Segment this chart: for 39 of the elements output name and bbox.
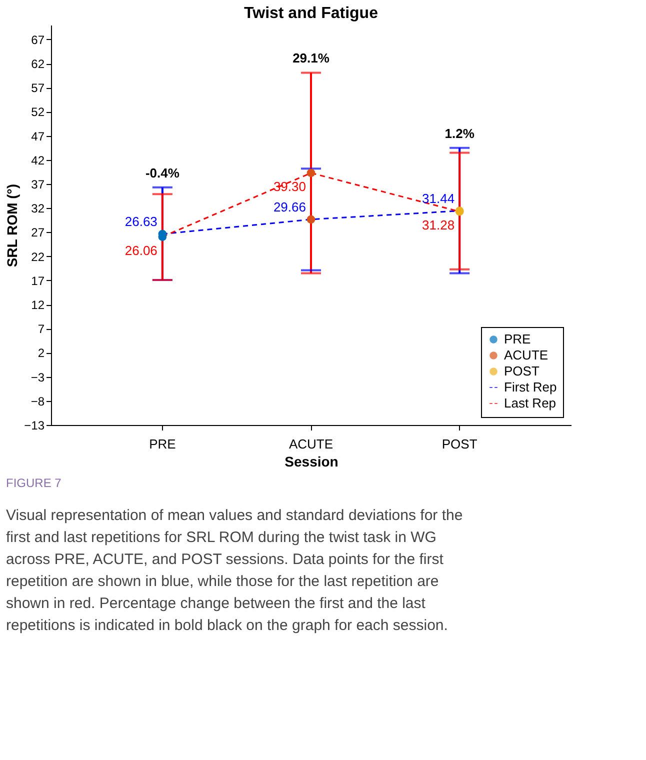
y-tick-label: −13 xyxy=(24,418,45,432)
text: Visual representation of mean values and standard deviations for the first and last repetitions for SRL ROM during the twist task in WG across PRE, ACUTE, and POST sessions. Data points for the first repetition are shown in blue, while those for the last repetition are shown in red. Percentage change between the first and the last repetitions is indicated in bold black on the graph for each session. xyxy=(6,507,463,634)
x-tick-label: POST xyxy=(442,436,478,452)
x-axis-title: Session xyxy=(284,454,338,470)
x-tick-label: ACUTE xyxy=(288,436,334,452)
y-tick-label: 22 xyxy=(31,250,45,264)
data-label: 26.06 xyxy=(124,242,158,258)
annotation: -0.4% xyxy=(145,165,180,180)
legend-label: First Rep xyxy=(504,380,557,394)
data-label: 31.44 xyxy=(422,190,455,206)
y-tick-label: 67 xyxy=(31,32,45,47)
legend-label: POST xyxy=(504,364,540,378)
x-tick-label: PRE xyxy=(149,436,176,452)
y-tick-label: 57 xyxy=(31,81,45,96)
y-axis-title: SRL ROM (°) xyxy=(4,184,20,268)
chart-title: Twist and Fatigue xyxy=(244,5,378,22)
data-label: 26.63 xyxy=(124,214,158,230)
y-tick-label: 62 xyxy=(31,57,45,72)
data-label: 29.66 xyxy=(273,199,306,214)
caption: FIGURE 7 xyxy=(6,476,62,490)
y-tick-label: −3 xyxy=(30,370,45,384)
legend-label: ACUTE xyxy=(504,348,548,362)
y-tick-label: 7 xyxy=(38,322,45,336)
y-tick-label: 12 xyxy=(31,298,45,312)
y-tick-label: 32 xyxy=(31,202,45,216)
legend-label: Last Rep xyxy=(504,396,556,410)
y-tick-label: 2 xyxy=(38,346,45,360)
y-tick-label: −8 xyxy=(30,394,45,408)
y-tick-label: 37 xyxy=(31,178,45,192)
legend-label: PRE xyxy=(504,332,532,346)
y-tick-label: 42 xyxy=(31,153,45,168)
annotation: 1.2% xyxy=(444,126,475,141)
data-label: 39.30 xyxy=(273,178,306,194)
annotation: 29.1% xyxy=(292,50,330,66)
y-tick-label: 17 xyxy=(31,274,45,288)
y-tick-label: 52 xyxy=(31,105,45,120)
y-tick-label: 47 xyxy=(31,129,45,144)
y-tick-label: 27 xyxy=(31,226,45,240)
data-label: 31.28 xyxy=(422,218,455,233)
